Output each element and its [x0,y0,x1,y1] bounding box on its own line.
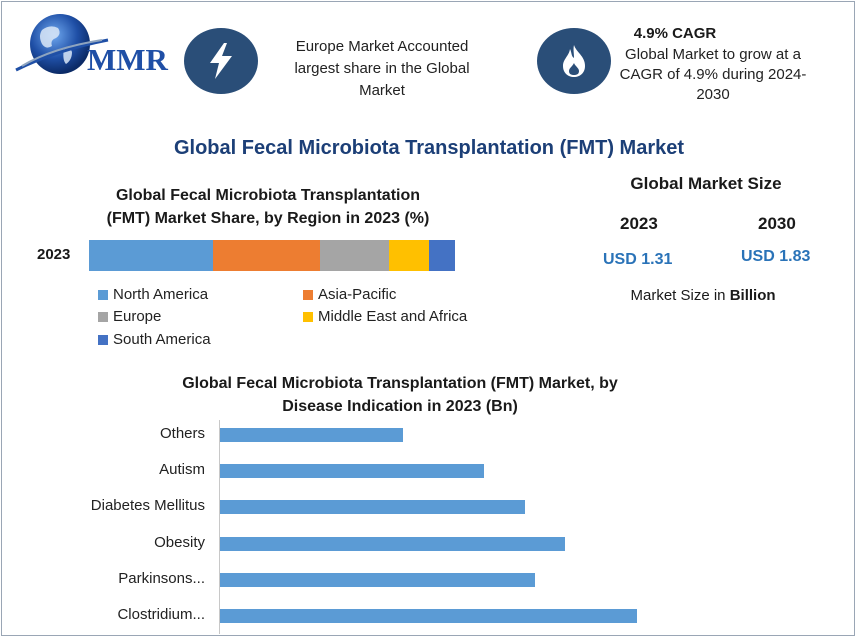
cagr-info-line-3: 2030 [696,86,730,103]
globe-icon [15,14,109,74]
bar [220,537,565,551]
region-stacked-bar [89,240,455,271]
europe-info-line-1: Europe Market Accounted [295,38,469,55]
legend-swatch [303,289,313,300]
market-size-note-prefix: Market Size in [630,287,730,304]
y-axis-line [219,420,220,634]
category-label: Parkinsons... [118,570,205,587]
stack-segment-south-america [429,240,455,271]
region-chart-category-label: 2023 [37,246,71,263]
main-title: Global Fecal Microbiota Transplantation … [173,137,685,159]
disease-chart-title-line-1: Global Fecal Microbiota Transplantation … [182,375,618,392]
flame-badge [537,28,611,94]
europe-info-line-2: largest share in the Global [294,60,470,77]
stack-segment-europe [319,240,390,271]
region-chart-title: Global Fecal Microbiota Transplantation … [78,184,458,230]
legend-swatch [98,289,108,300]
legend-label: Europe [113,308,162,325]
category-label: Clostridium... [117,606,205,623]
flame-icon [563,45,585,77]
cagr-info: Global Market to grow at a CAGR of 4.9% … [608,45,818,105]
logo-text: MMR [87,42,168,77]
disease-chart-title: Global Fecal Microbiota Transplantation … [130,372,670,418]
market-size-note-unit: Billion [729,287,776,304]
europe-info: Europe Market Accounted largest share in… [275,36,489,102]
market-size-title: Global Market Size [630,174,782,193]
bar [220,464,484,478]
market-size-value-2023: USD 1.31 [603,251,673,268]
legend-label: South America [113,331,211,348]
lightning-icon [210,43,232,79]
market-size-value-2030: USD 1.83 [741,248,811,265]
legend-item: Asia-Pacific [303,286,396,303]
bar [220,428,403,442]
region-chart-title-line-1: Global Fecal Microbiota Transplantation [115,187,421,204]
legend-item: Europe [98,308,161,325]
market-size-year-2030: 2030 [758,214,796,233]
lightning-badge [184,28,258,94]
category-label: Others [159,425,205,442]
legend-label: Asia-Pacific [318,286,397,303]
disease-chart-title-line-2: Disease Indication in 2023 (Bn) [282,398,518,415]
stack-segment-middle-east-and-africa [389,240,430,271]
category-label: Autism [159,461,205,478]
europe-info-line-3: Market [359,82,405,99]
bar [220,573,535,587]
category-label: Obesity [154,534,205,551]
legend-swatch [303,311,313,322]
legend-swatch [98,334,108,345]
legend-item: South America [98,331,211,348]
market-size-note: Market Size in Billion [596,287,810,304]
legend-swatch [98,311,108,322]
region-chart-title-line-2: (FMT) Market Share, by Region in 2023 (%… [106,210,430,227]
category-label: Diabetes Mellitus [90,497,205,514]
legend-label: Middle East and Africa [318,308,468,325]
cagr-info-line-1: Global Market to grow at a [625,46,801,63]
cagr-title: 4.9% CAGR [633,25,717,42]
stack-segment-north-america [89,240,214,271]
stack-segment-asia-pacific [213,240,320,271]
legend-item: Middle East and Africa [303,308,467,325]
legend-label: North America [113,286,209,303]
bar [220,609,637,623]
mmr-logo: MMR [12,8,172,88]
bar [220,500,525,514]
cagr-info-line-2: CAGR of 4.9% during 2024- [619,66,807,83]
legend-item: North America [98,286,208,303]
market-size-year-2023: 2023 [620,214,658,233]
